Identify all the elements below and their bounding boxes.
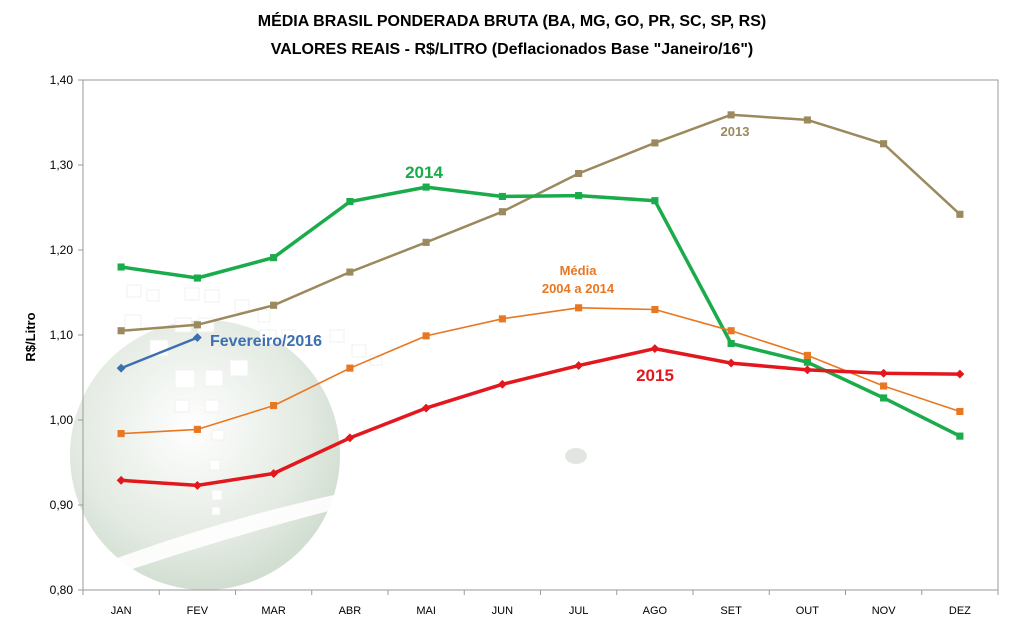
data-point-m-dia-2004-a-2014 [956, 407, 964, 416]
data-point-m-dia-2004-a-2014 [803, 351, 811, 359]
x-tick-label: FEV [187, 605, 209, 617]
data-point-2015 [574, 361, 584, 371]
data-point-2013 [422, 238, 430, 246]
data-point-2014 [880, 394, 888, 402]
data-point-2015 [345, 433, 355, 443]
data-point-2013 [270, 301, 278, 309]
x-tick-label: JAN [111, 605, 132, 617]
series-line-m-dia-2004-a-2014 [121, 306, 961, 435]
data-point-m-dia-2004-a-2014 [117, 430, 125, 438]
x-tick-label: AGO [643, 605, 668, 617]
data-point-2013 [346, 268, 354, 276]
data-point-m-dia-2004-a-2014 [346, 364, 354, 372]
series-line-2014 [120, 185, 961, 438]
label-2015: 2015 [636, 366, 674, 385]
x-tick-label: NOV [872, 605, 897, 617]
data-point-2014 [651, 197, 659, 205]
y-tick-label: 1,10 [50, 328, 74, 342]
x-tick-label: MAI [416, 605, 436, 617]
data-point-2015 [497, 379, 507, 389]
data-point-2013 [193, 321, 201, 329]
x-tick-label: ABR [339, 605, 362, 617]
data-point-2015 [421, 403, 431, 413]
data-point-2014 [727, 339, 735, 348]
y-axis-label: R$/Litro [23, 312, 38, 361]
series-line-fevereiro-2016 [120, 336, 198, 370]
chart-title: MÉDIA BRASIL PONDERADA BRUTA (BA, MG, GO… [258, 11, 766, 30]
y-tick-label: 0,80 [50, 583, 74, 597]
watermark-graphic [70, 284, 587, 590]
data-point-2014 [117, 263, 125, 271]
data-point-2014 [422, 183, 430, 191]
series-line-2015 [120, 346, 960, 488]
data-point-m-dia-2004-a-2014 [575, 304, 583, 312]
data-point-2014 [193, 274, 201, 282]
label-fevereiro-2016: Fevereiro/2016 [210, 333, 322, 350]
x-tick-label: SET [720, 605, 742, 617]
data-point-m-dia-2004-a-2014 [270, 402, 278, 410]
data-point-2013 [117, 327, 125, 335]
label-media-line1: Média [560, 263, 598, 278]
data-point-2014 [956, 432, 964, 440]
data-point-m-dia-2004-a-2014 [422, 332, 430, 340]
data-point-m-dia-2004-a-2014 [193, 425, 201, 433]
data-point-2015 [955, 369, 965, 379]
data-point-2013 [498, 208, 506, 216]
y-tick-label: 1,00 [50, 413, 74, 427]
data-point-2014 [270, 254, 278, 262]
data-point-2013 [575, 169, 583, 178]
data-point-2015 [650, 344, 660, 354]
data-point-2013 [803, 116, 811, 124]
data-point-2013 [651, 139, 659, 147]
data-point-2015 [726, 358, 736, 368]
data-point-2015 [116, 475, 126, 485]
data-point-2013 [880, 140, 888, 148]
data-point-2014 [498, 192, 506, 200]
data-point-2014 [803, 358, 811, 366]
data-point-fevereiro-2016 [116, 363, 126, 373]
data-point-m-dia-2004-a-2014 [498, 315, 506, 323]
data-point-fevereiro-2016 [192, 332, 202, 343]
data-point-2014 [575, 192, 583, 200]
y-tick-label: 0,90 [50, 498, 74, 512]
x-axis: JAN FEV MAR ABR MAI JUN JUL AGO SET OUT NOV DEZ [82, 590, 999, 617]
series-lines [116, 111, 965, 491]
data-point-m-dia-2004-a-2014 [880, 382, 888, 390]
label-2014: 2014 [405, 163, 443, 182]
x-tick-label: JUL [569, 605, 589, 617]
y-axis: 0,80 0,90 1,00 1,10 1,20 1,30 1,40 [50, 73, 83, 597]
y-tick-label: 1,40 [50, 73, 74, 87]
label-media-line2: 2004 a 2014 [542, 281, 615, 296]
data-point-m-dia-2004-a-2014 [651, 305, 659, 314]
x-tick-label: MAR [261, 605, 286, 617]
data-point-2014 [346, 198, 354, 206]
data-point-m-dia-2004-a-2014 [727, 327, 735, 335]
chart-subtitle: VALORES REAIS - R$/LITRO (Deflacionados … [271, 41, 754, 58]
data-point-2013 [956, 210, 964, 218]
data-point-2015 [802, 365, 812, 375]
x-tick-label: DEZ [949, 605, 971, 617]
label-2013: 2013 [721, 124, 750, 139]
data-point-2015 [269, 468, 279, 479]
y-tick-label: 1,30 [50, 158, 74, 172]
series-line-2013 [121, 113, 961, 333]
x-tick-label: JUN [492, 605, 513, 617]
data-point-2015 [879, 368, 889, 378]
data-point-2015 [192, 480, 202, 491]
data-point-2013 [727, 111, 735, 119]
x-tick-label: OUT [796, 605, 820, 617]
y-tick-label: 1,20 [50, 243, 74, 257]
